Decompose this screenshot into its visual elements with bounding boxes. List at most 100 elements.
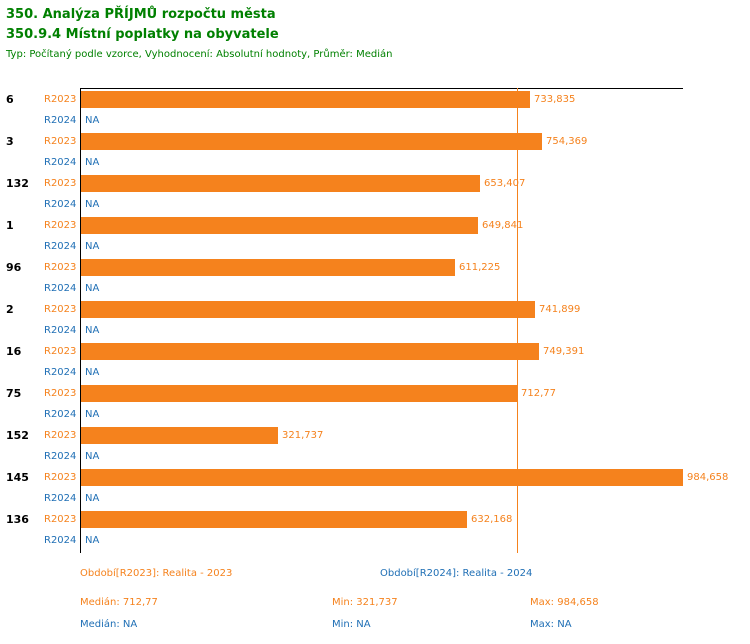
bar-value-label: 632,168 [471,514,513,525]
bar-group-96: 96 R2023 611,225 R2024 NA [0,257,750,299]
series-label-r2024: R2024 [44,451,77,462]
series-label-r2023: R2023 [44,262,77,273]
bar-r2023 [81,217,478,234]
series-label-r2023: R2023 [44,472,77,483]
bar-value-label: 649,841 [482,220,524,231]
series-label-r2024: R2024 [44,241,77,252]
series-label-r2023: R2023 [44,178,77,189]
bar-row-r2023: 6 R2023 733,835 [0,89,750,110]
na-value-label: NA [85,157,100,168]
bar-row-r2024: R2024 NA [0,404,750,425]
bar-row-r2023: 1 R2023 649,841 [0,215,750,236]
median-line [517,88,518,553]
bar-value-label: 749,391 [543,346,585,357]
series-label-r2024: R2024 [44,283,77,294]
category-label: 6 [6,93,14,106]
bar-row-r2024: R2024 NA [0,152,750,173]
stat-median-r2023: Medián: 712,77 [80,597,158,608]
series-label-r2023: R2023 [44,136,77,147]
bar-group-6: 6 R2023 733,835 R2024 NA [0,89,750,131]
na-value-label: NA [85,199,100,210]
bar-row-r2024: R2024 NA [0,194,750,215]
na-value-label: NA [85,115,100,126]
stat-max-r2024: Max: NA [530,619,572,630]
bar-value-label: 321,737 [282,430,324,441]
bar-value-label: 653,407 [484,178,526,189]
bar-value-label: 611,225 [459,262,501,273]
bar-r2023 [81,427,278,444]
na-value-label: NA [85,283,100,294]
legend-period-r2024: Období[R2024]: Realita - 2024 [380,568,533,579]
category-label: 145 [6,471,29,484]
bar-value-label: 741,899 [539,304,581,315]
bar-group-2: 2 R2023 741,899 R2024 NA [0,299,750,341]
bar-row-r2023: 96 R2023 611,225 [0,257,750,278]
series-label-r2023: R2023 [44,430,77,441]
bar-row-r2024: R2024 NA [0,362,750,383]
bar-value-label: 754,369 [546,136,588,147]
series-label-r2024: R2024 [44,325,77,336]
series-label-r2023: R2023 [44,388,77,399]
bar-r2023 [81,511,467,528]
category-label: 152 [6,429,29,442]
bar-value-label: 733,835 [534,94,576,105]
x-axis-line [80,88,683,89]
bar-r2023 [81,133,542,150]
bar-row-r2024: R2024 NA [0,110,750,131]
na-value-label: NA [85,493,100,504]
series-label-r2024: R2024 [44,115,77,126]
series-label-r2024: R2024 [44,157,77,168]
bar-chart: 6 R2023 733,835 R2024 NA 3 R2023 754,369 R2024 NA… [0,88,750,554]
report-meta: Typ: Počítaný podle vzorce, Vyhodnocení:… [6,49,393,60]
bar-group-3: 3 R2023 754,369 R2024 NA [0,131,750,173]
stat-median-r2024: Medián: NA [80,619,138,630]
na-value-label: NA [85,367,100,378]
series-label-r2024: R2024 [44,493,77,504]
category-label: 75 [6,387,22,400]
na-value-label: NA [85,451,100,462]
bar-r2023 [81,343,539,360]
bar-value-label: 712,77 [521,388,556,399]
bar-r2023 [81,259,455,276]
na-value-label: NA [85,409,100,420]
bar-row-r2024: R2024 NA [0,236,750,257]
bar-group-145: 145 R2023 984,658 R2024 NA [0,467,750,509]
category-label: 96 [6,261,22,274]
na-value-label: NA [85,241,100,252]
series-label-r2023: R2023 [44,514,77,525]
stat-max-r2023: Max: 984,658 [530,597,599,608]
series-label-r2024: R2024 [44,367,77,378]
series-label-r2023: R2023 [44,346,77,357]
bar-row-r2023: 136 R2023 632,168 [0,509,750,530]
bar-group-132: 132 R2023 653,407 R2024 NA [0,173,750,215]
bar-row-r2023: 75 R2023 712,77 [0,383,750,404]
series-label-r2023: R2023 [44,304,77,315]
bar-group-16: 16 R2023 749,391 R2024 NA [0,341,750,383]
report-title: 350. Analýza PŘÍJMŮ rozpočtu města [6,7,276,22]
na-value-label: NA [85,535,100,546]
y-axis-line [80,88,81,553]
bar-row-r2023: 132 R2023 653,407 [0,173,750,194]
bar-group-136: 136 R2023 632,168 R2024 NA [0,509,750,551]
series-label-r2023: R2023 [44,220,77,231]
category-label: 2 [6,303,14,316]
bar-row-r2024: R2024 NA [0,530,750,551]
bar-row-r2024: R2024 NA [0,488,750,509]
category-label: 3 [6,135,14,148]
bar-row-r2024: R2024 NA [0,278,750,299]
bar-row-r2023: 145 R2023 984,658 [0,467,750,488]
na-value-label: NA [85,325,100,336]
bar-row-r2023: 2 R2023 741,899 [0,299,750,320]
bar-row-r2023: 3 R2023 754,369 [0,131,750,152]
bar-group-1: 1 R2023 649,841 R2024 NA [0,215,750,257]
series-label-r2024: R2024 [44,409,77,420]
category-label: 1 [6,219,14,232]
category-label: 136 [6,513,29,526]
chart-header: 350. Analýza PŘÍJMŮ rozpočtu města 350.9… [6,5,392,62]
series-label-r2023: R2023 [44,94,77,105]
bar-row-r2024: R2024 NA [0,320,750,341]
series-label-r2024: R2024 [44,535,77,546]
stat-min-r2023: Min: 321,737 [332,597,398,608]
category-label: 132 [6,177,29,190]
chart-legend: Období[R2023]: Realita - 2023 Období[R20… [0,554,750,644]
